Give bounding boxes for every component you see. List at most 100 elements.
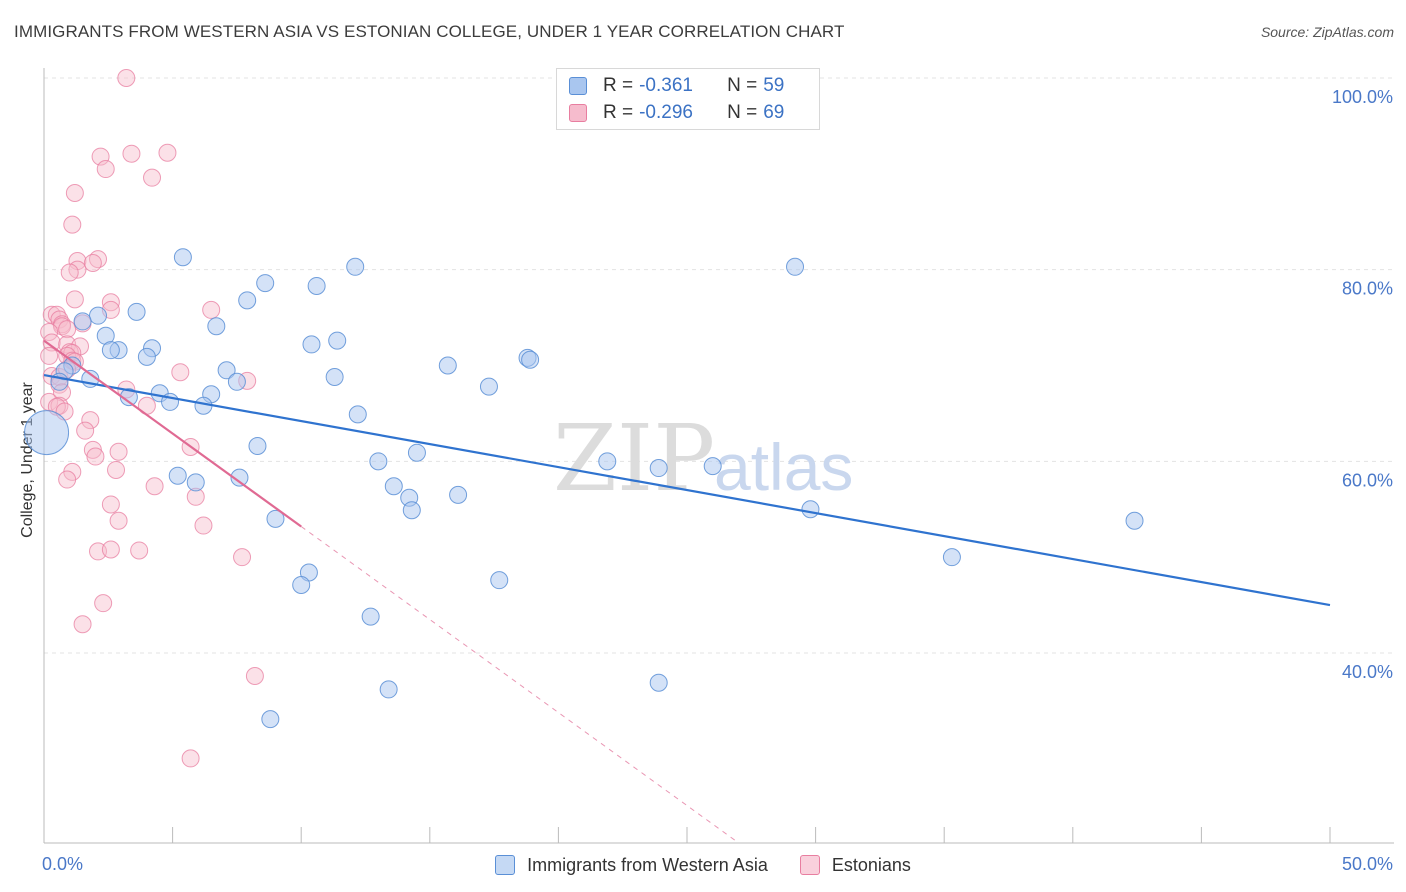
data-point-western-asia xyxy=(598,452,617,471)
data-point-estonians xyxy=(81,411,100,430)
data-point-western-asia xyxy=(384,477,403,496)
data-point-estonians xyxy=(245,667,264,685)
correlation-legend: R = -0.361 N = 59 R = -0.296 N = 69 xyxy=(556,68,820,130)
data-point-estonians xyxy=(63,215,82,234)
data-point-estonians xyxy=(58,470,77,489)
data-point-western-asia xyxy=(266,509,285,528)
chart-source: Source: ZipAtlas.com xyxy=(1260,24,1394,40)
legend-label: Estonians xyxy=(831,854,911,875)
data-point-estonians xyxy=(202,300,221,319)
data-point-estonians xyxy=(101,293,120,312)
data-point-estonians xyxy=(65,184,84,202)
data-point-western-asia xyxy=(402,501,421,520)
trend-line-estonians-extension xyxy=(300,526,739,844)
data-point-estonians xyxy=(143,168,162,187)
legend-item-estonians[interactable]: Estonians xyxy=(799,854,911,876)
data-point-western-asia xyxy=(801,500,820,519)
data-point-estonians xyxy=(194,516,213,535)
data-point-western-asia xyxy=(292,575,311,594)
series-legend: Immigrants from Western Asia Estonians xyxy=(0,852,1406,878)
data-point-western-asia xyxy=(786,257,805,276)
data-point-western-asia xyxy=(649,459,668,478)
data-point-western-asia xyxy=(479,377,498,396)
data-point-western-asia xyxy=(361,607,380,626)
y-tick-label: 40.0% xyxy=(1342,662,1393,682)
data-point-western-asia xyxy=(438,356,457,375)
legend-item-western-asia[interactable]: Immigrants from Western Asia xyxy=(495,855,768,876)
data-point-western-asia xyxy=(24,410,70,456)
legend-swatch-pink xyxy=(569,104,587,122)
watermark: ZIP atlas xyxy=(553,405,853,512)
data-point-estonians xyxy=(58,320,77,339)
data-point-estonians xyxy=(40,322,59,341)
r-label: R = xyxy=(603,102,634,123)
data-point-estonians xyxy=(145,477,164,496)
data-point-estonians xyxy=(76,421,95,440)
data-point-western-asia xyxy=(649,673,668,692)
legend-swatch-blue xyxy=(569,77,587,95)
n-value: 69 xyxy=(763,102,785,123)
trend-line-estonians xyxy=(43,339,302,528)
n-label: N = xyxy=(727,102,758,123)
data-point-western-asia xyxy=(407,443,426,462)
data-point-western-asia xyxy=(261,710,280,729)
data-point-western-asia xyxy=(348,405,367,424)
data-point-estonians xyxy=(109,511,128,530)
data-point-western-asia xyxy=(127,302,146,321)
x-tick-label: 0.0% xyxy=(42,854,83,874)
data-point-estonians xyxy=(40,346,59,365)
data-point-western-asia xyxy=(207,317,226,336)
data-point-estonians xyxy=(181,749,200,768)
legend-label: Immigrants from Western Asia xyxy=(527,854,768,875)
data-point-western-asia xyxy=(521,350,540,369)
data-point-western-asia xyxy=(186,473,205,492)
gridlines xyxy=(44,77,1394,654)
y-tick-label: 80.0% xyxy=(1342,279,1393,299)
data-point-western-asia xyxy=(703,457,722,476)
data-point-western-asia xyxy=(1125,511,1144,530)
data-point-estonians xyxy=(101,495,120,514)
r-value: -0.361 xyxy=(639,75,693,96)
watermark-atlas: atlas xyxy=(714,430,853,504)
data-point-western-asia xyxy=(73,312,92,331)
data-point-estonians xyxy=(117,69,136,87)
data-point-estonians xyxy=(94,594,113,613)
data-point-estonians xyxy=(107,460,126,479)
data-point-estonians xyxy=(86,447,105,466)
trend-lines xyxy=(43,339,1331,844)
legend-swatch-pink xyxy=(799,855,820,875)
axes xyxy=(43,68,1394,844)
data-point-estonians xyxy=(73,615,92,634)
legend-swatch-blue xyxy=(495,855,516,875)
correlation-row-western-asia: R = -0.361 N = 59 xyxy=(569,73,784,99)
data-point-western-asia xyxy=(490,571,509,590)
n-value: 59 xyxy=(763,75,785,96)
correlation-row-estonians: R = -0.296 N = 69 xyxy=(569,100,784,126)
data-point-western-asia xyxy=(379,680,398,699)
data-point-western-asia xyxy=(369,452,388,471)
n-label: N = xyxy=(727,75,758,96)
data-point-western-asia xyxy=(89,306,108,325)
data-point-western-asia xyxy=(238,291,257,310)
data-point-western-asia xyxy=(328,331,347,350)
data-point-estonians xyxy=(101,540,120,559)
data-point-western-asia xyxy=(449,485,468,504)
data-point-western-asia xyxy=(346,257,365,276)
trend-line-western-asia xyxy=(43,374,1331,607)
y-tick-label: 60.0% xyxy=(1342,470,1393,490)
data-point-estonians xyxy=(158,143,177,162)
watermark-zip: ZIP xyxy=(553,405,715,512)
chart-title: IMMIGRANTS FROM WESTERN ASIA VS ESTONIAN… xyxy=(14,22,845,41)
y-tick-label: 100.0% xyxy=(1332,87,1393,107)
data-point-western-asia xyxy=(302,335,321,354)
data-point-western-asia xyxy=(137,347,156,366)
data-point-estonians xyxy=(60,263,79,282)
data-point-estonians xyxy=(42,333,61,352)
data-point-western-asia xyxy=(217,361,236,380)
data-point-estonians xyxy=(122,144,141,163)
r-value: -0.296 xyxy=(639,102,693,123)
data-point-western-asia xyxy=(325,368,344,386)
series-western-asia-points xyxy=(24,248,1144,729)
data-point-western-asia xyxy=(101,341,120,360)
